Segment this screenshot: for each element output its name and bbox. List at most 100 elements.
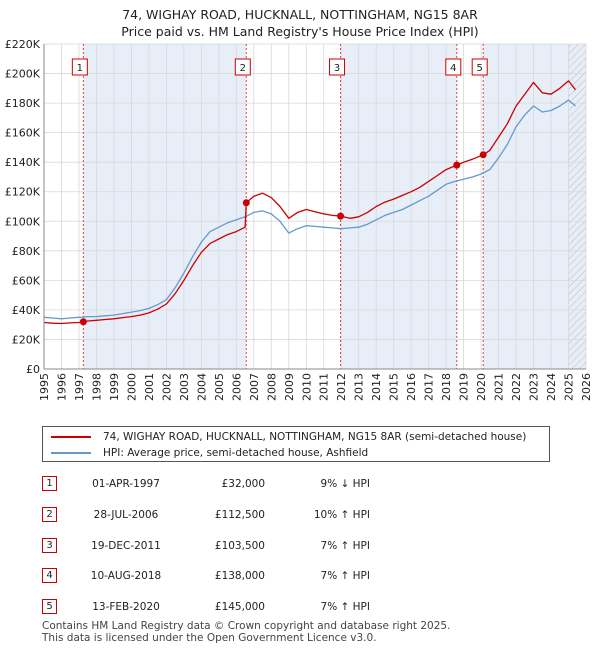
x-tick-label: 2004	[195, 373, 208, 401]
x-tick-label: 2001	[143, 373, 156, 401]
x-tick-label: 2000	[125, 373, 138, 401]
x-tick-label: 2020	[475, 373, 488, 401]
legend-swatch-property	[51, 436, 91, 438]
x-tick-label: 2010	[300, 373, 313, 401]
x-tick-label: 2024	[545, 373, 558, 401]
sale-badge-label: 4	[450, 63, 456, 74]
row-date: 01-APR-1997	[92, 478, 160, 490]
row-badge: 4	[42, 568, 57, 583]
property-price-line	[43, 80, 577, 325]
sale-points	[79, 151, 487, 326]
row-price: £103,500	[214, 540, 265, 552]
chart-title: 74, WIGHAY ROAD, HUCKNALL, NOTTINGHAM, N…	[0, 6, 600, 40]
y-tick-label: £200K	[5, 68, 41, 81]
x-tick-label: 2006	[230, 373, 243, 401]
row-price: £145,000	[214, 601, 265, 613]
series-layer	[43, 80, 577, 325]
table-row: 3 19-DEC-2011 £103,500 7% ↑ HPI	[0, 536, 600, 556]
legend-item-property: 74, WIGHAY ROAD, HUCKNALL, NOTTINGHAM, N…	[51, 429, 526, 445]
row-price: £138,000	[214, 570, 265, 582]
x-tick-label: 2011	[318, 373, 331, 401]
y-tick-label: £180K	[5, 97, 41, 110]
axis-layer: £0 £20K £40K £60K £80K £100K £120K £140K £160K £1…	[5, 38, 593, 401]
shade-layer	[44, 44, 586, 369]
title-line-2: Price paid vs. HM Land Registry's House …	[121, 24, 479, 39]
footer-copyright: Contains HM Land Registry data © Crown c…	[42, 620, 451, 632]
row-hpi: 7% ↑ HPI	[320, 601, 370, 613]
row-date: 10-AUG-2018	[90, 570, 162, 582]
footer: Contains HM Land Registry data © Crown c…	[42, 620, 450, 644]
y-tick-label: £160K	[5, 127, 41, 140]
x-tick-label: 2021	[493, 373, 506, 401]
table-row: 1 01-APR-1997 £32,000 9% ↓ HPI	[0, 474, 600, 494]
sale-point	[453, 161, 461, 169]
table-row: 4 10-AUG-2018 £138,000 7% ↑ HPI	[0, 566, 600, 586]
shaded-period	[340, 44, 457, 369]
x-tick-label: 2007	[248, 373, 261, 401]
row-price: £32,000	[221, 478, 265, 490]
row-hpi: 7% ↑ HPI	[320, 540, 370, 552]
sale-point	[337, 212, 345, 220]
table-row: 5 13-FEB-2020 £145,000 7% ↑ HPI	[0, 597, 600, 617]
x-tick-label: 1999	[108, 373, 121, 401]
y-tick-label: £40K	[12, 304, 41, 317]
x-tick-label: 1995	[38, 373, 51, 401]
row-hpi: 7% ↑ HPI	[320, 570, 370, 582]
row-badge: 1	[42, 476, 57, 491]
legend-label-hpi: HPI: Average price, semi-detached house,…	[103, 447, 369, 459]
x-tick-label: 2013	[353, 373, 366, 401]
row-badge: 2	[42, 507, 57, 522]
sale-badges: 1 2 3 4 5	[71, 58, 488, 76]
legend-item-hpi: HPI: Average price, semi-detached house,…	[51, 445, 368, 461]
y-tick-label: £220K	[5, 38, 41, 51]
x-tick-label: 2008	[265, 373, 278, 401]
y-tick-label: £20K	[12, 333, 41, 346]
x-tick-label: 2002	[160, 373, 173, 401]
x-tick-label: 2003	[178, 373, 191, 401]
grid-layer	[43, 43, 587, 370]
x-tick-label: 2025	[563, 373, 576, 401]
x-tick-label: 2015	[388, 373, 401, 401]
y-tick-label: £140K	[5, 156, 41, 169]
footer-licence: This data is licensed under the Open Gov…	[42, 632, 377, 644]
x-tick-label: 2019	[458, 373, 471, 401]
x-tick-label: 2016	[405, 373, 418, 401]
y-tick-label: £0	[26, 363, 40, 376]
x-tick-label: 2018	[440, 373, 453, 401]
row-hpi: 10% ↑ HPI	[313, 509, 370, 521]
y-tick-label: £100K	[5, 215, 41, 228]
legend: 74, WIGHAY ROAD, HUCKNALL, NOTTINGHAM, N…	[42, 426, 550, 462]
sale-badge-label: 5	[477, 63, 483, 74]
hpi-line	[43, 99, 576, 320]
row-date: 19-DEC-2011	[91, 540, 161, 552]
title-line-1: 74, WIGHAY ROAD, HUCKNALL, NOTTINGHAM, N…	[122, 7, 478, 22]
sale-point	[242, 199, 250, 207]
x-tick-label: 2026	[580, 373, 593, 401]
x-tick-label: 1998	[90, 373, 103, 401]
sale-badge-box	[471, 58, 488, 76]
y-tick-label: £60K	[12, 274, 41, 287]
x-tick-label: 2022	[510, 373, 523, 401]
sale-badge-label: 1	[77, 63, 83, 74]
legend-swatch-hpi	[51, 452, 91, 454]
forecast-hatch	[568, 44, 586, 369]
sale-badge-box	[445, 58, 462, 76]
row-badge: 5	[42, 599, 57, 614]
x-tick-label: 2014	[370, 373, 383, 401]
sale-badge-box	[71, 58, 88, 76]
sale-badge-box	[234, 58, 251, 76]
sale-badge-box	[329, 58, 346, 76]
row-date: 28-JUL-2006	[93, 509, 159, 521]
legend-label-property: 74, WIGHAY ROAD, HUCKNALL, NOTTINGHAM, N…	[103, 431, 527, 443]
row-badge: 3	[42, 538, 57, 553]
x-tick-label: 2017	[423, 373, 436, 401]
y-tick-label: £120K	[5, 186, 41, 199]
row-price: £112,500	[214, 509, 265, 521]
x-tick-label: 1996	[55, 373, 68, 401]
y-tick-label: £80K	[12, 245, 41, 258]
table-row: 2 28-JUL-2006 £112,500 10% ↑ HPI	[0, 505, 600, 525]
sale-point	[479, 151, 487, 159]
row-hpi: 9% ↓ HPI	[320, 478, 370, 490]
x-tick-label: 2023	[528, 373, 541, 401]
